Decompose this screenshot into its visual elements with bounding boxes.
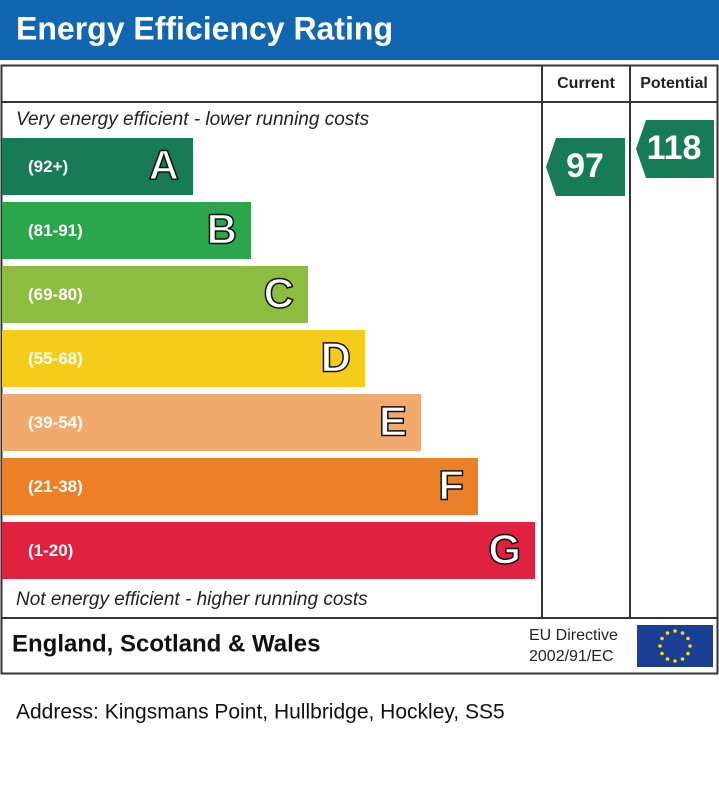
flag-star — [680, 657, 685, 661]
band-range: (81-91) — [28, 221, 83, 240]
current-rating: 97 — [566, 147, 604, 185]
potential-arrow — [636, 120, 714, 178]
potential-header: Potential — [640, 75, 708, 92]
directive-code: 2002/91/EC — [529, 648, 614, 665]
potential-rating: 118 — [647, 129, 702, 167]
address: Address: Kingsmans Point, Hullbridge, Ho… — [16, 701, 505, 724]
frame — [0, 64, 719, 675]
band-bar — [2, 330, 365, 387]
band-bar — [2, 138, 193, 195]
band-bar — [2, 394, 421, 451]
band-letter: F — [438, 462, 464, 509]
band-letter: G — [488, 526, 521, 573]
current-arrow — [546, 138, 625, 196]
flag-star — [665, 631, 670, 635]
flag-star — [673, 629, 677, 633]
band-bar — [2, 266, 308, 323]
band-range: (69-80) — [28, 285, 83, 304]
bottom-note: Not energy efficient - higher running co… — [16, 589, 368, 610]
flag-star — [665, 657, 670, 661]
band-letter: D — [321, 334, 351, 381]
flag-star — [660, 636, 664, 641]
band-bar — [2, 458, 478, 515]
band-range: (92+) — [28, 157, 68, 176]
flag-star — [658, 644, 662, 648]
band-letter: C — [264, 270, 294, 317]
band-range: (1-20) — [28, 541, 73, 560]
current-header: Current — [557, 75, 615, 92]
flag-star — [680, 631, 685, 635]
top-note: Very energy efficient - lower running co… — [16, 109, 370, 130]
flag-star — [673, 659, 677, 663]
band-range: (21-38) — [28, 477, 83, 496]
title: Energy Efficiency Rating — [16, 10, 393, 46]
title-bar — [0, 0, 719, 60]
band-range: (39-54) — [28, 413, 83, 432]
band-bar — [2, 202, 251, 259]
flag-star — [660, 651, 664, 656]
band-range: (55-68) — [28, 349, 83, 368]
flag-star — [688, 644, 692, 648]
band-bar — [2, 522, 535, 579]
flag-star — [686, 651, 690, 656]
band-letter: E — [379, 398, 407, 445]
band-letter: A — [149, 142, 179, 189]
band-letter: B — [207, 206, 237, 253]
flag-star — [686, 636, 690, 641]
directive: EU Directive — [529, 627, 618, 644]
region: England, Scotland & Wales — [12, 630, 320, 657]
